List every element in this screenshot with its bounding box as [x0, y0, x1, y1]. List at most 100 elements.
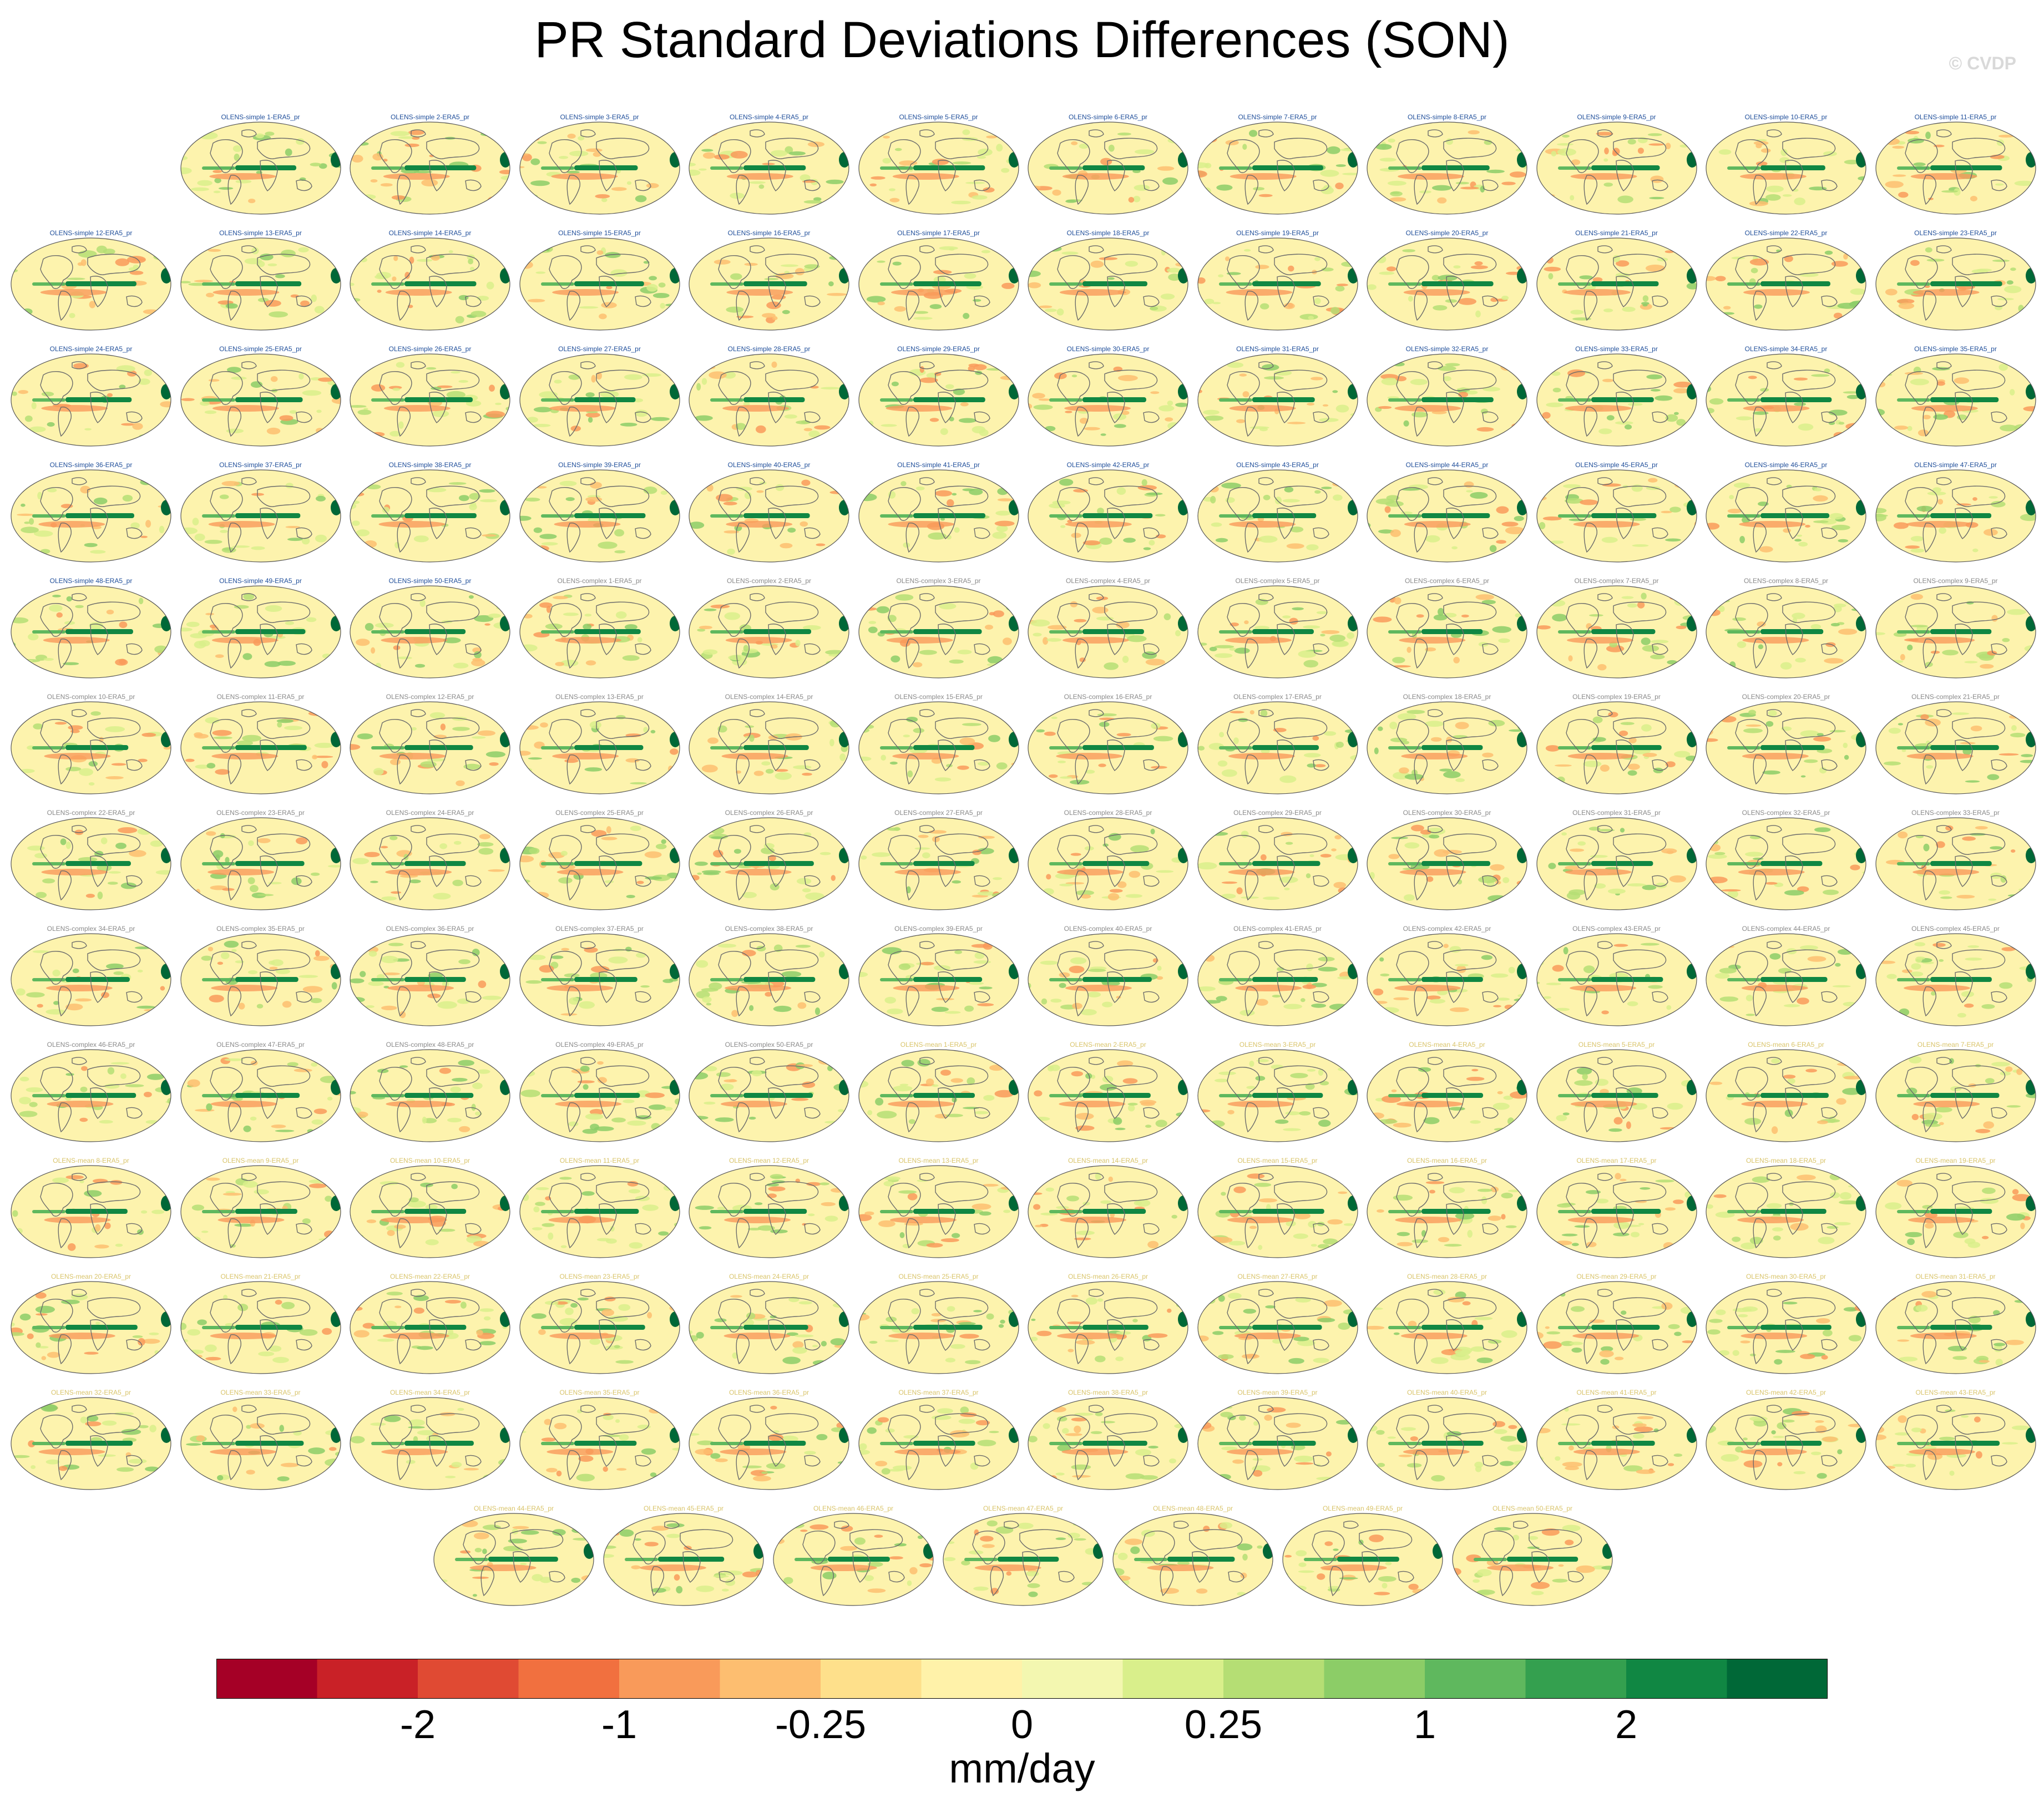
panel-label: OLENS-mean 36-ERA5_pr: [728, 1389, 809, 1396]
panel-map: [1028, 353, 1188, 447]
panel-label: OLENS-mean 34-ERA5_pr: [389, 1389, 470, 1396]
panel-map: [180, 1049, 341, 1142]
panel-map: [1452, 1513, 1613, 1606]
colorbar-box: [1022, 1659, 1123, 1699]
panel-label: OLENS-mean 33-ERA5_pr: [220, 1389, 301, 1396]
panel-label: OLENS-simple 18-ERA5_pr: [1066, 229, 1150, 237]
colorbar-box: [216, 1659, 317, 1699]
panel-map: [858, 1281, 1019, 1374]
panel-map: [1197, 585, 1358, 678]
panel-map: [519, 1049, 680, 1142]
panel-map: [689, 121, 849, 215]
panel-map: [689, 1165, 849, 1258]
panel-label: OLENS-simple 10-ERA5_pr: [1744, 113, 1828, 121]
panel-label: OLENS-mean 45-ERA5_pr: [643, 1505, 724, 1512]
panel-label: OLENS-mean 18-ERA5_pr: [1746, 1157, 1827, 1164]
panel-map: [180, 1281, 341, 1374]
panel-label: OLENS-simple 30-ERA5_pr: [1066, 345, 1150, 353]
panel-label: OLENS-simple 50-ERA5_pr: [388, 577, 472, 585]
panel-label: OLENS-simple 42-ERA5_pr: [1066, 461, 1150, 469]
panel-map: [1706, 817, 1866, 910]
panel-label: OLENS-simple 29-ERA5_pr: [897, 345, 980, 353]
panel-map: [180, 817, 341, 910]
panel-map: [1367, 1165, 1527, 1258]
panel-label: OLENS-simple 25-ERA5_pr: [219, 345, 302, 353]
colorbar-tick-label: 2: [1615, 1703, 1638, 1747]
panel-label: OLENS-complex 32-ERA5_pr: [1742, 809, 1830, 817]
panel-map: [773, 1513, 934, 1606]
panel-label: OLENS-mean 50-ERA5_pr: [1492, 1505, 1573, 1512]
panel-label: OLENS-mean 46-ERA5_pr: [813, 1505, 894, 1512]
panel-label: OLENS-complex 49-ERA5_pr: [555, 1041, 644, 1049]
panel-map: [1536, 933, 1697, 1026]
panel-map: [1536, 1165, 1697, 1258]
panel-label: OLENS-simple 32-ERA5_pr: [1405, 345, 1489, 353]
panel-label: OLENS-complex 43-ERA5_pr: [1572, 925, 1661, 933]
panel-label: OLENS-mean 29-ERA5_pr: [1576, 1273, 1657, 1280]
panel-map: [1875, 1165, 2036, 1258]
panel-label: OLENS-mean 42-ERA5_pr: [1746, 1389, 1827, 1396]
colorbar-box: [1525, 1659, 1627, 1699]
panel-map: [1197, 121, 1358, 215]
colorbar-box: [1324, 1659, 1425, 1699]
panel-map: [11, 1049, 171, 1142]
panel-label: OLENS-simple 21-ERA5_pr: [1575, 229, 1658, 237]
panel-label: OLENS-mean 48-ERA5_pr: [1152, 1505, 1233, 1512]
panel-map: [689, 469, 849, 563]
panel-map: [519, 121, 680, 215]
panel-label: OLENS-mean 15-ERA5_pr: [1237, 1157, 1318, 1164]
panel-map: [350, 353, 510, 447]
panel-label: OLENS-mean 6-ERA5_pr: [1748, 1041, 1824, 1049]
panel-map: [1197, 1049, 1358, 1142]
panel-label: OLENS-simple 38-ERA5_pr: [388, 461, 472, 469]
colorbar-tick-label: 0: [1010, 1703, 1034, 1747]
panel-label: OLENS-simple 49-ERA5_pr: [219, 577, 302, 585]
panel-label: OLENS-complex 12-ERA5_pr: [386, 693, 474, 701]
panel-label: OLENS-complex 10-ERA5_pr: [47, 693, 135, 701]
panel-map: [1028, 1397, 1188, 1490]
panel-label: OLENS-complex 22-ERA5_pr: [47, 809, 135, 817]
panel-map: [1875, 469, 2036, 563]
panel-label: OLENS-complex 47-ERA5_pr: [216, 1041, 305, 1049]
panel-map: [180, 121, 341, 215]
panel-map: [1706, 121, 1866, 215]
panel-label: OLENS-mean 28-ERA5_pr: [1406, 1273, 1488, 1280]
panel-map: [689, 1281, 849, 1374]
panel-map: [1367, 1049, 1527, 1142]
panel-map: [180, 469, 341, 563]
panel-map: [519, 1165, 680, 1258]
panel-map: [11, 469, 171, 563]
panel-label: OLENS-simple 23-ERA5_pr: [1914, 229, 1997, 237]
panel-label: OLENS-simple 48-ERA5_pr: [49, 577, 133, 585]
panel-label: OLENS-simple 26-ERA5_pr: [388, 345, 472, 353]
panel-map: [1367, 237, 1527, 331]
panel-map: [858, 469, 1019, 563]
panel-label: OLENS-complex 4-ERA5_pr: [1065, 577, 1151, 585]
panel-map: [1197, 1397, 1358, 1490]
panel-map: [689, 353, 849, 447]
colorbar-box: [1223, 1659, 1324, 1699]
panel-label: OLENS-mean 49-ERA5_pr: [1322, 1505, 1403, 1512]
panel-map: [519, 237, 680, 331]
panel-map: [519, 1281, 680, 1374]
panel-label: OLENS-simple 33-ERA5_pr: [1575, 345, 1658, 353]
panel-map: [1536, 701, 1697, 794]
panel-label: OLENS-simple 9-ERA5_pr: [1577, 113, 1656, 121]
panel-map: [1197, 237, 1358, 331]
panel-label: OLENS-simple 35-ERA5_pr: [1914, 345, 1997, 353]
panel-label: OLENS-complex 21-ERA5_pr: [1911, 693, 2000, 701]
panel-map: [1197, 353, 1358, 447]
panel-map: [180, 585, 341, 678]
colorbar-box: [317, 1659, 418, 1699]
panel-label: OLENS-complex 28-ERA5_pr: [1064, 809, 1152, 817]
panel-map: [1875, 121, 2036, 215]
panel-label: OLENS-simple 4-ERA5_pr: [729, 113, 809, 121]
panel-map: [1028, 121, 1188, 215]
panel-label: OLENS-complex 41-ERA5_pr: [1233, 925, 1322, 933]
colorbar-units: mm/day: [949, 1745, 1095, 1791]
panel-map: [350, 469, 510, 563]
panel-label: OLENS-complex 9-ERA5_pr: [1913, 577, 1998, 585]
panel-map: [858, 585, 1019, 678]
panel-map: [519, 1397, 680, 1490]
panel-label: OLENS-complex 25-ERA5_pr: [555, 809, 644, 817]
